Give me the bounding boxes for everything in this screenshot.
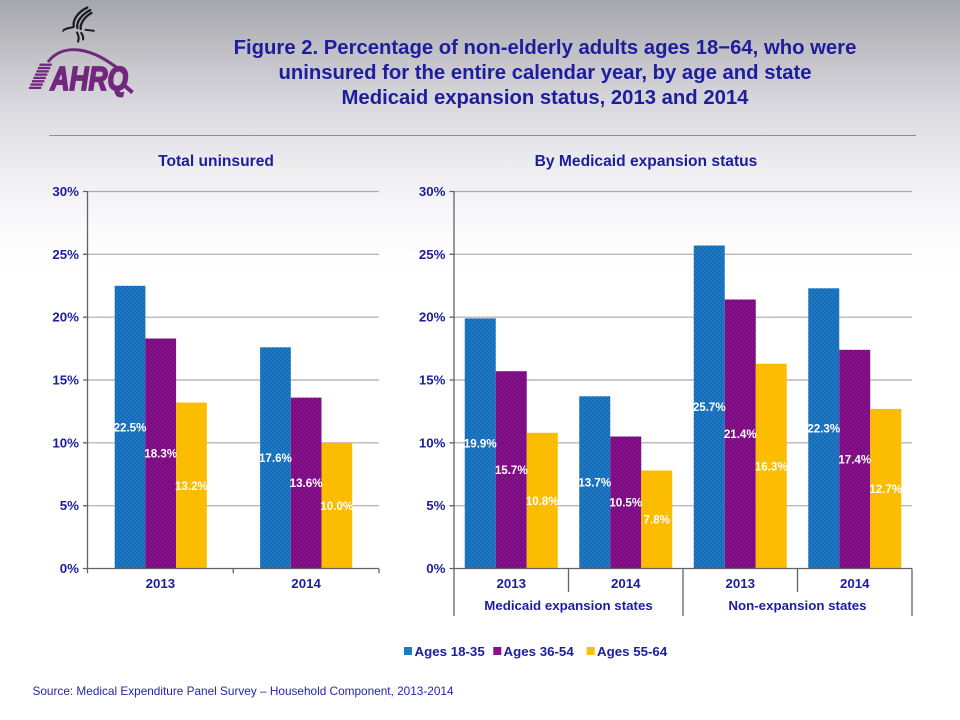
svg-text:17.4%: 17.4% xyxy=(838,453,871,466)
svg-text:10.5%: 10.5% xyxy=(609,497,642,510)
svg-text:15%: 15% xyxy=(52,373,79,388)
svg-text:10.8%: 10.8% xyxy=(526,495,559,508)
svg-text:2014: 2014 xyxy=(611,576,641,591)
svg-text:Ages 36-54: Ages 36-54 xyxy=(504,644,575,659)
svg-text:10%: 10% xyxy=(52,435,79,450)
svg-text:AHRQ: AHRQ xyxy=(50,61,128,98)
svg-text:7.8%: 7.8% xyxy=(644,514,670,527)
svg-text:0%: 0% xyxy=(60,561,79,576)
svg-text:2013: 2013 xyxy=(725,576,755,591)
svg-text:25%: 25% xyxy=(419,247,446,262)
svg-text:Medicaid expansion states: Medicaid expansion states xyxy=(484,598,652,613)
svg-text:21.4%: 21.4% xyxy=(724,428,757,441)
svg-text:2014: 2014 xyxy=(291,576,321,591)
svg-text:20%: 20% xyxy=(52,310,79,325)
svg-text:15%: 15% xyxy=(419,373,446,388)
svg-text:Non-expansion states: Non-expansion states xyxy=(728,598,866,613)
svg-text:20%: 20% xyxy=(419,310,446,325)
svg-text:5%: 5% xyxy=(426,498,445,513)
svg-text:12.7%: 12.7% xyxy=(869,483,902,496)
svg-text:0%: 0% xyxy=(426,561,445,576)
svg-text:18.3%: 18.3% xyxy=(144,448,177,461)
svg-text:13.6%: 13.6% xyxy=(290,477,323,490)
svg-text:10.0%: 10.0% xyxy=(320,500,353,513)
svg-text:19.9%: 19.9% xyxy=(464,438,497,451)
svg-text:Ages 18-35: Ages 18-35 xyxy=(415,644,486,659)
svg-text:13.2%: 13.2% xyxy=(175,480,208,493)
svg-text:22.3%: 22.3% xyxy=(807,423,840,436)
svg-text:22.5%: 22.5% xyxy=(114,421,147,434)
svg-text:5%: 5% xyxy=(60,498,79,513)
svg-text:15.7%: 15.7% xyxy=(495,464,528,477)
svg-text:30%: 30% xyxy=(52,184,79,199)
svg-text:25%: 25% xyxy=(52,247,79,262)
svg-text:2013: 2013 xyxy=(496,576,526,591)
svg-text:2014: 2014 xyxy=(840,576,870,591)
svg-text:30%: 30% xyxy=(419,184,446,199)
svg-text:16.3%: 16.3% xyxy=(755,460,788,473)
svg-text:2013: 2013 xyxy=(146,576,176,591)
svg-text:25.7%: 25.7% xyxy=(693,401,726,414)
svg-text:13.7%: 13.7% xyxy=(578,477,611,490)
svg-text:Ages 55-64: Ages 55-64 xyxy=(597,644,668,659)
svg-text:10%: 10% xyxy=(419,435,446,450)
svg-text:17.6%: 17.6% xyxy=(259,452,292,465)
